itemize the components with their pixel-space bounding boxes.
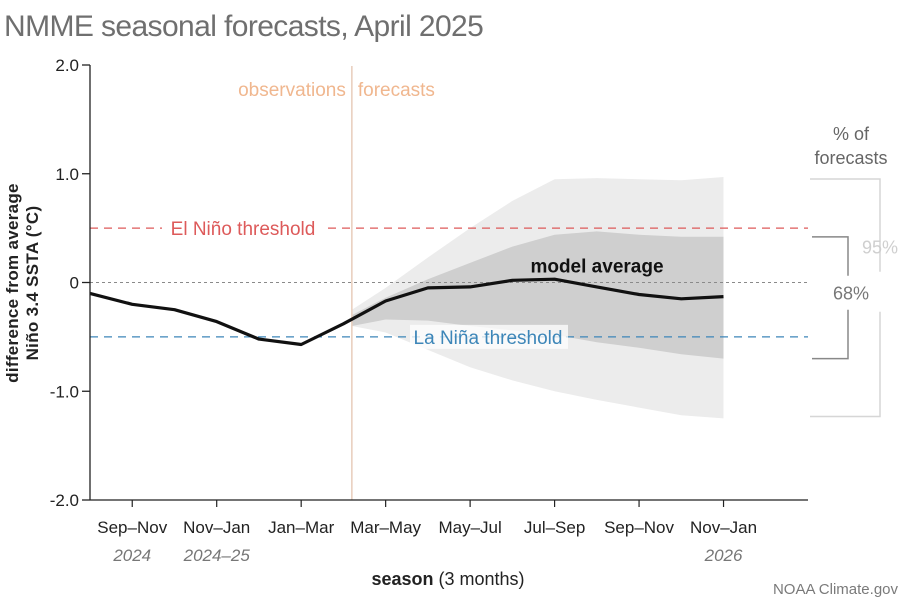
x-tick-label: Jan–Mar (268, 518, 334, 537)
la-nina-threshold-label: La Niña threshold (414, 328, 563, 349)
model-average-label: model average (530, 257, 663, 278)
legend-heading-line2: forecasts (814, 148, 887, 168)
x-year-label: 2024–25 (183, 546, 251, 565)
band-68-percent (351, 231, 724, 359)
x-tick-labels: Sep–Nov 2024 Nov–Jan 2024–25 Jan–Mar Mar–May M… (97, 518, 757, 565)
model-average-line (89, 277, 724, 347)
y-ticks: 2.0 1.0 0 -1.0 -2.0 (50, 56, 90, 510)
forecasts-label: forecasts (358, 80, 435, 101)
y-tick-label: -1.0 (50, 382, 79, 401)
pct-68-label: 68% (833, 284, 869, 304)
x-tick-label: Nov–Jan (183, 518, 250, 537)
x-axis-label: season (3 months) (371, 569, 524, 589)
la-nina-label-background (410, 324, 568, 349)
y-axis-label-line1: difference from average (3, 183, 22, 383)
legend-heading-line1: % of (833, 124, 870, 144)
y-tick-label: -2.0 (50, 491, 79, 510)
x-year-label: 2026 (704, 546, 743, 565)
y-tick-label: 2.0 (55, 56, 79, 75)
x-tick-label: Sep–Nov (97, 518, 167, 537)
credit-text: NOAA Climate.gov (773, 581, 899, 598)
y-axis-label: difference from average Niño 3.4 SSTA (°… (3, 183, 42, 383)
bracket-95-percent (810, 178, 881, 418)
x-ticks (131, 500, 725, 507)
observations-label: observations (238, 80, 346, 101)
x-tick-label: Mar–May (350, 518, 421, 537)
chart-title: NMME seasonal forecasts, April 2025 (4, 10, 483, 43)
x-tick-label: Nov–Jan (690, 518, 757, 537)
el-nino-threshold-label: El Niño threshold (171, 219, 316, 240)
x-axis-label-bold: season (371, 569, 433, 589)
x-year-label: 2024 (112, 546, 151, 565)
x-tick-label: May–Jul (438, 518, 501, 537)
y-axis-label-line2: Niño 3.4 SSTA (°C) (23, 206, 42, 361)
el-nino-label-background (162, 216, 324, 241)
y-tick-label: 0 (70, 274, 79, 293)
x-tick-label: Jul–Sep (524, 518, 585, 537)
x-tick-label: Sep–Nov (604, 518, 674, 537)
bracket-68-percent (812, 236, 849, 360)
x-axis-label-rest: (3 months) (434, 569, 525, 589)
y-tick-label: 1.0 (55, 165, 79, 184)
pct-95-label: 95% (862, 238, 898, 258)
